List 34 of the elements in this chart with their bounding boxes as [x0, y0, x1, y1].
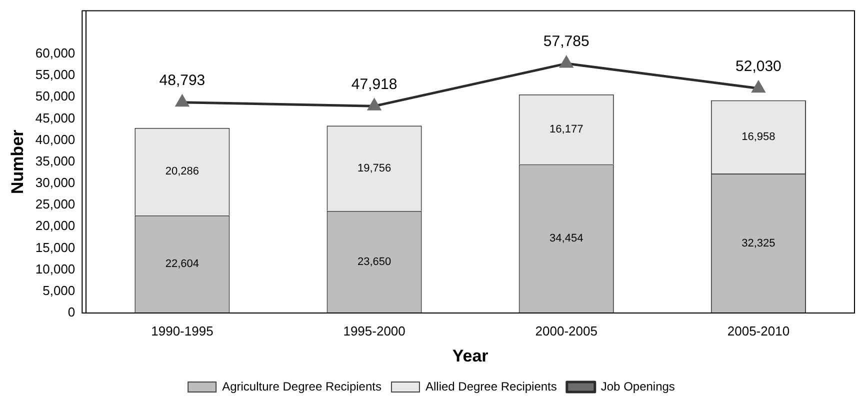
y-tick-label: 60,000: [35, 46, 76, 61]
data-label: 20,286: [165, 166, 200, 178]
x-tick-label: 2000-2005: [535, 323, 598, 338]
y-tick-label: 10,000: [35, 261, 76, 276]
x-tick-label: 1995-2000: [343, 323, 406, 338]
data-label: 22,604: [165, 258, 200, 270]
data-label: 48,793: [159, 72, 206, 89]
y-tick-label: 15,000: [35, 240, 76, 255]
x-tick-label: 2005-2010: [727, 323, 790, 338]
y-tick-label: 55,000: [35, 67, 76, 82]
x-tick-label: 1990-1995: [151, 323, 214, 338]
legend-label: Allied Degree Recipients: [425, 379, 557, 394]
y-tick-label: 50,000: [35, 88, 76, 104]
data-label: 16,958: [742, 130, 776, 143]
data-label: 32,325: [742, 237, 776, 250]
y-tick-label: 20,000: [35, 218, 76, 234]
x-axis-title: Year: [452, 346, 489, 366]
y-tick-label: 30,000: [35, 175, 76, 190]
data-label: 23,650: [357, 256, 392, 268]
data-label: 34,454: [550, 232, 584, 245]
data-label: 47,918: [351, 76, 398, 93]
data-label: 57,785: [543, 33, 590, 50]
y-tick-label: 5,000: [42, 282, 76, 298]
y-tick-label: 25,000: [35, 196, 76, 212]
legend-label: Job Openings: [600, 379, 675, 394]
data-label: 19,756: [357, 162, 392, 174]
y-axis-title: Number: [8, 129, 27, 194]
legend-label: Agriculture Degree Recipients: [222, 379, 382, 394]
y-tick-label: 35,000: [35, 153, 76, 168]
data-label: 16,177: [550, 123, 584, 136]
y-tick-label: 0: [68, 304, 76, 320]
data-label: 52,030: [736, 58, 782, 76]
y-tick-label: 45,000: [35, 110, 76, 126]
y-tick-label: 40,000: [35, 132, 76, 147]
